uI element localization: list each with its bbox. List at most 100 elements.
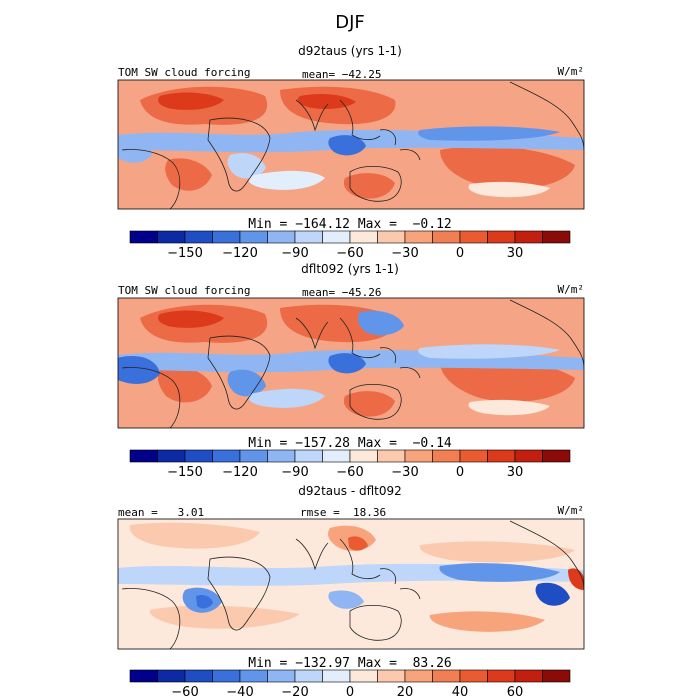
panel-2-field-maritime bbox=[328, 353, 366, 374]
panel-2-continent-americas-n bbox=[509, 299, 584, 369]
panel-2-colorbar bbox=[129, 449, 571, 463]
colorbar-swatch bbox=[377, 449, 406, 463]
panel-3-colorbar bbox=[129, 669, 571, 683]
panel-3-continent-americas-n bbox=[509, 520, 584, 590]
colorbar-swatch bbox=[542, 669, 571, 683]
colorbar-tick-label: −60 bbox=[171, 685, 198, 700]
colorbar-swatch bbox=[404, 669, 433, 683]
panel-2-map bbox=[118, 298, 584, 428]
panel-3-continent-africa bbox=[207, 556, 271, 631]
panel-1-continent-se-asia bbox=[339, 99, 381, 141]
figure-title: DJF bbox=[335, 12, 365, 33]
panel-2-field-nw-pacific bbox=[358, 310, 404, 336]
colorbar-swatch bbox=[267, 449, 296, 463]
panel-1-continent-india bbox=[295, 99, 329, 132]
panel-1-continent-islands bbox=[379, 129, 421, 161]
colorbar-swatch bbox=[129, 449, 158, 463]
panel-1-continent-africa bbox=[207, 117, 271, 192]
colorbar-swatch bbox=[322, 449, 351, 463]
colorbar-swatch bbox=[294, 449, 323, 463]
colorbar-swatch bbox=[294, 230, 323, 244]
panel-1-continent-s-america bbox=[121, 149, 181, 209]
panel-3-field-pos-e bbox=[429, 611, 545, 632]
panel-2-variable-label: TOM SW cloud forcing bbox=[118, 284, 250, 297]
colorbar-swatch bbox=[514, 449, 543, 463]
panel-2-units: W/m² bbox=[558, 283, 585, 296]
colorbar-tick-label: 20 bbox=[397, 685, 414, 700]
panel-1-field-africa-south bbox=[227, 153, 266, 179]
panel-1-mean: mean= −42.25 bbox=[302, 68, 381, 81]
colorbar-swatch bbox=[212, 669, 241, 683]
panel-3-continent-s-america bbox=[121, 588, 181, 649]
panel-3-map bbox=[118, 519, 584, 649]
colorbar-swatch bbox=[267, 230, 296, 244]
colorbar-tick-label: −30 bbox=[391, 246, 418, 261]
panel-1-continent-australia bbox=[349, 165, 402, 202]
panel-3-title: d92taus - dflt092 bbox=[298, 484, 402, 498]
colorbar-swatch bbox=[294, 669, 323, 683]
panel-2: dflt092 (yrs 1-1) TOM SW cloud forcing m… bbox=[117, 262, 585, 480]
colorbar-swatch bbox=[459, 669, 488, 683]
panel-2-frame bbox=[117, 297, 585, 429]
colorbar-tick-label: −30 bbox=[391, 465, 418, 480]
colorbar-swatch bbox=[157, 669, 186, 683]
colorbar-swatch bbox=[487, 230, 516, 244]
colorbar-swatch bbox=[129, 669, 158, 683]
colorbar-tick-label: −150 bbox=[167, 465, 203, 480]
panel-1-colorbar bbox=[129, 230, 571, 244]
panel-2-continent-india bbox=[295, 317, 329, 350]
panel-1-map bbox=[118, 80, 584, 209]
panel-3-field-pacific-neg-core bbox=[535, 582, 570, 606]
colorbar-tick-label: −120 bbox=[222, 246, 258, 261]
panel-3-continent-islands bbox=[379, 568, 421, 600]
colorbar-swatch bbox=[239, 230, 268, 244]
panel-2-continent-africa bbox=[207, 335, 271, 410]
colorbar-tick-label: 0 bbox=[346, 685, 354, 700]
colorbar-swatch bbox=[184, 449, 213, 463]
panel-3-continent-australia bbox=[349, 604, 402, 641]
panel-3-field-pos-d bbox=[149, 605, 300, 629]
colorbar-swatch bbox=[129, 230, 158, 244]
colorbar-swatch bbox=[239, 449, 268, 463]
panel-3-continent-india bbox=[295, 538, 329, 571]
colorbar-tick-label: 0 bbox=[456, 246, 464, 261]
colorbar-swatch bbox=[349, 669, 378, 683]
panel-3-continent-se-asia bbox=[339, 538, 381, 580]
panel-2-continent-se-asia bbox=[339, 317, 381, 359]
colorbar-swatch bbox=[184, 230, 213, 244]
colorbar-swatch bbox=[459, 230, 488, 244]
colorbar-swatch bbox=[239, 669, 268, 683]
panel-1-variable-label: TOM SW cloud forcing bbox=[118, 66, 250, 79]
colorbar-tick-label: 60 bbox=[507, 685, 524, 700]
colorbar-swatch bbox=[542, 230, 571, 244]
colorbar-tick-label: −60 bbox=[336, 465, 363, 480]
panel-1-field-pacific-s bbox=[440, 145, 575, 189]
colorbar-tick-label: 40 bbox=[452, 685, 469, 700]
colorbar-swatch bbox=[432, 449, 461, 463]
panel-1-field-patch-e bbox=[118, 138, 152, 163]
panel-1-field-maritime bbox=[328, 135, 366, 156]
colorbar-tick-label: −40 bbox=[226, 685, 253, 700]
colorbar-swatch bbox=[542, 449, 571, 463]
colorbar-swatch bbox=[432, 230, 461, 244]
colorbar-tick-label: 30 bbox=[507, 465, 524, 480]
panel-1-continent-americas-n bbox=[509, 81, 584, 151]
colorbar-swatch bbox=[322, 669, 351, 683]
colorbar-swatch bbox=[322, 230, 351, 244]
panel-2-field-patch-b bbox=[468, 399, 550, 416]
panel-1-field-patch-d bbox=[297, 94, 356, 110]
panel-1-field-patch-c bbox=[158, 92, 224, 110]
panel-1-range: Min = −164.12 Max = −0.12 bbox=[248, 217, 452, 232]
panel-1-field-australia bbox=[343, 173, 395, 199]
panel-1-frame bbox=[117, 79, 585, 210]
colorbar-swatch bbox=[349, 449, 378, 463]
colorbar-tick-label: 0 bbox=[456, 465, 464, 480]
colorbar-swatch bbox=[349, 230, 378, 244]
panel-2-continent-australia bbox=[349, 383, 402, 420]
panel-1-colorbar-ticks: −150 −120 −90 −60 −30 0 30 bbox=[167, 246, 523, 261]
colorbar-tick-label: −120 bbox=[222, 465, 258, 480]
panel-1-field-pacific-band bbox=[418, 126, 560, 141]
panel-1: d92taus (yrs 1-1) TOM SW cloud forcing m… bbox=[117, 44, 585, 261]
colorbar-swatch bbox=[432, 669, 461, 683]
